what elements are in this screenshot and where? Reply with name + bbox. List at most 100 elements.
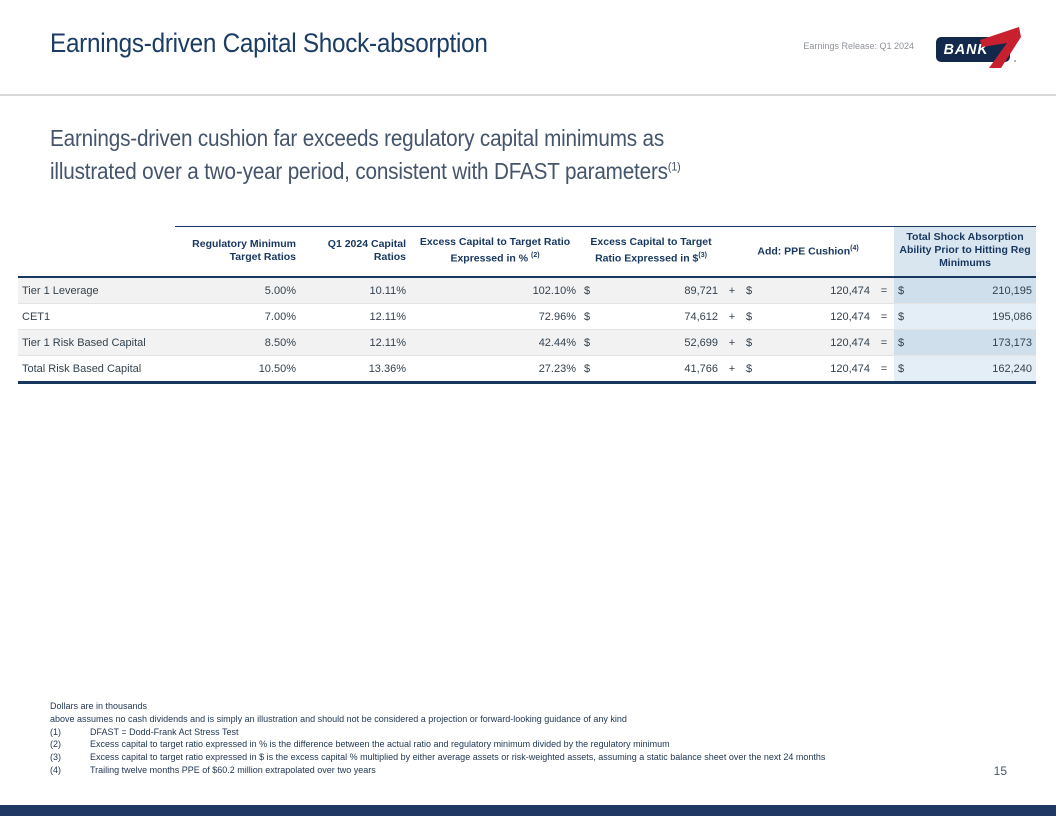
cell-reg-min: 10.50%: [175, 355, 300, 384]
cell-q1-ratio: 12.11%: [300, 303, 410, 330]
header-ppe-cushion: Add: PPE Cushion(4): [742, 226, 875, 278]
header-excess-pct-ref: (2): [530, 251, 540, 259]
header-ppe-label: Add: PPE Cushion: [757, 245, 851, 258]
header-ppe-ref: (4): [850, 245, 859, 253]
footnote-numbered: (3) Excess capital to target ratio expres…: [50, 751, 1010, 764]
header-excess-pct-label: Excess Capital to Target Ratio Expressed…: [419, 235, 571, 265]
plus-operator: +: [722, 329, 743, 356]
equals-operator: =: [874, 303, 895, 330]
header-excess-usd-label: Excess Capital to Target Ratio Expressed…: [590, 235, 712, 265]
bank7-logo: BANK: [935, 26, 1025, 70]
cell-total-shock: 195,086: [916, 303, 1037, 330]
footnote-text: Trailing twelve months PPE of $60.2 mill…: [90, 764, 376, 775]
footnote-numbered: (4) Trailing twelve months PPE of $60.2 m…: [50, 764, 1010, 777]
footnote-plain: Dollars are in thousands: [50, 700, 1010, 713]
cell-reg-min: 7.00%: [175, 303, 300, 330]
footnote-text: Excess capital to target ratio expressed…: [90, 739, 670, 750]
dollar-sign: $: [742, 303, 765, 330]
cell-q1-ratio: 13.36%: [300, 355, 410, 384]
row-label: CET1: [18, 303, 175, 330]
page-title: Earnings-driven Capital Shock-absorption: [50, 28, 488, 58]
cell-excess-usd: 52,699: [602, 329, 723, 356]
footnote-plain: above assumes no cash dividends and is s…: [50, 713, 1010, 726]
dollar-sign: $: [742, 329, 765, 356]
cell-excess-pct: 42.44%: [410, 329, 580, 356]
plus-operator: +: [722, 277, 743, 304]
cell-ppe-cushion: 120,474: [764, 355, 875, 384]
table-row: Total Risk Based Capital 10.50% 13.36% 2…: [18, 355, 1037, 384]
dollar-sign: $: [580, 329, 602, 356]
dollar-sign: $: [894, 355, 917, 384]
header-excess-pct: Excess Capital to Target Ratio Expressed…: [410, 226, 580, 278]
header-divider: [0, 94, 1056, 96]
footnote-text: DFAST = Dodd-Frank Act Stress Test: [90, 726, 239, 737]
dollar-sign: $: [580, 277, 602, 304]
cell-excess-usd: 41,766: [602, 355, 723, 384]
capital-table: Regulatory Minimum Target Ratios Q1 2024…: [18, 226, 1037, 384]
table-row: CET1 7.00% 12.11% 72.96% $ 74,612 + $ 12…: [18, 303, 1037, 330]
logo-seven-icon: [980, 27, 1021, 68]
footnotes: Dollars are in thousands above assumes n…: [50, 700, 1010, 777]
header-reg-min: Regulatory Minimum Target Ratios: [175, 226, 300, 278]
table-row: Tier 1 Risk Based Capital 8.50% 12.11% 4…: [18, 329, 1037, 356]
footnote-numbered: (1) DFAST = Dodd-Frank Act Stress Test: [50, 726, 1010, 739]
cell-excess-pct: 102.10%: [410, 277, 580, 304]
cell-reg-min: 8.50%: [175, 329, 300, 356]
footnote-numbered: (2) Excess capital to target ratio expres…: [50, 738, 1010, 751]
dollar-sign: $: [580, 303, 602, 330]
table-header-row: Regulatory Minimum Target Ratios Q1 2024…: [18, 226, 1037, 278]
header-total-shock: Total Shock Absorption Ability Prior to …: [894, 226, 1037, 278]
subtitle-line1: Earnings-driven cushion far exceeds regu…: [50, 125, 665, 151]
release-label: Earnings Release: Q1 2024: [803, 41, 914, 51]
cell-reg-min: 5.00%: [175, 277, 300, 304]
slide-header: Earnings-driven Capital Shock-absorption…: [0, 0, 1056, 94]
cell-excess-usd: 89,721: [602, 277, 723, 304]
cell-total-shock: 162,240: [916, 355, 1037, 384]
bottom-accent-bar: [0, 805, 1056, 816]
dollar-sign: $: [580, 355, 602, 384]
dollar-sign: $: [742, 355, 765, 384]
footnote-text: Dollars are in thousands: [50, 701, 148, 711]
footnote-text: above assumes no cash dividends and is s…: [50, 713, 627, 724]
cell-excess-pct: 27.23%: [410, 355, 580, 384]
cell-ppe-cushion: 120,474: [764, 277, 875, 304]
footnote-marker: (1): [50, 726, 61, 737]
header-equals-spacer: [874, 226, 895, 278]
cell-ppe-cushion: 120,474: [764, 329, 875, 356]
equals-operator: =: [874, 355, 895, 384]
row-label: Total Risk Based Capital: [18, 355, 175, 384]
cell-total-shock: 173,173: [916, 329, 1037, 356]
capital-table-container: Regulatory Minimum Target Ratios Q1 2024…: [18, 226, 1037, 384]
subtitle-line2: illustrated over a two-year period, cons…: [50, 158, 668, 184]
dollar-sign: $: [894, 329, 917, 356]
footnote-text: Excess capital to target ratio expressed…: [90, 752, 826, 763]
header-row-label: [18, 226, 175, 278]
cell-total-shock: 210,195: [916, 277, 1037, 304]
footnote-marker: (3): [50, 752, 61, 763]
page-number: 15: [993, 764, 1007, 778]
table-row: Tier 1 Leverage 5.00% 10.11% 102.10% $ 8…: [18, 277, 1037, 304]
dollar-sign: $: [742, 277, 765, 304]
header-excess-usd-ref: (3): [698, 251, 707, 259]
footnote-marker: (2): [50, 739, 61, 750]
registered-mark-icon: [1014, 60, 1016, 62]
plus-operator: +: [722, 355, 743, 384]
header-plus-spacer: [722, 226, 743, 278]
dollar-sign: $: [894, 277, 917, 304]
equals-operator: =: [874, 329, 895, 356]
dollar-sign: $: [894, 303, 917, 330]
slide-subtitle: Earnings-driven cushion far exceeds regu…: [50, 122, 842, 188]
cell-q1-ratio: 10.11%: [300, 277, 410, 304]
cell-excess-pct: 72.96%: [410, 303, 580, 330]
footnote-marker: (4): [50, 764, 61, 775]
header-excess-usd: Excess Capital to Target Ratio Expressed…: [580, 226, 723, 278]
cell-ppe-cushion: 120,474: [764, 303, 875, 330]
subtitle-footnote-ref: (1): [667, 159, 681, 174]
row-label: Tier 1 Leverage: [18, 277, 175, 304]
cell-q1-ratio: 12.11%: [300, 329, 410, 356]
table-body: Tier 1 Leverage 5.00% 10.11% 102.10% $ 8…: [18, 277, 1037, 384]
header-q1-ratios: Q1 2024 Capital Ratios: [300, 226, 410, 278]
logo-wordmark: BANK: [943, 41, 989, 58]
cell-excess-usd: 74,612: [602, 303, 723, 330]
